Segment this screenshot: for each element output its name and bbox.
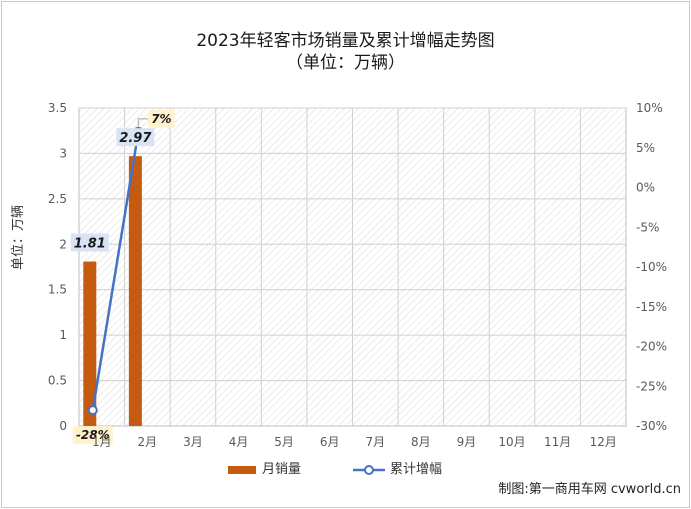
x-axis-tick-label: 2月 — [138, 435, 158, 449]
x-axis-tick-label: 3月 — [183, 435, 203, 449]
line-point — [87, 405, 98, 416]
x-axis-tick-label: 6月 — [320, 435, 340, 449]
bar-data-label: 1.81 — [74, 237, 106, 252]
legend-item-line: 累计增幅 — [352, 458, 442, 477]
right-axis-tick-label: -20% — [636, 340, 667, 354]
left-axis-tick-label: 3 — [59, 146, 67, 160]
legend-item-bars: 月销量 — [228, 458, 301, 477]
left-axis-tick-label: 1 — [59, 328, 67, 342]
legend-label-line: 累计增幅 — [390, 462, 443, 477]
chart-title: 2023年轻客市场销量及累计增幅走势图 — [196, 31, 495, 51]
legend-swatch-bars — [228, 465, 256, 474]
line-data-label: -28% — [76, 428, 110, 442]
right-axis-tick-label: -30% — [636, 419, 667, 433]
bar-data-label-box — [70, 233, 109, 252]
x-axis-tick-label: 4月 — [229, 435, 249, 449]
x-axis-tick-label: 10月 — [498, 435, 525, 449]
legend-swatch-line — [353, 464, 385, 475]
left-axis-tick-label: 2 — [59, 237, 67, 251]
line-data-label-box — [148, 109, 175, 128]
x-axis-tick-label: 11月 — [544, 435, 571, 449]
left-axis-tick-label: 3.5 — [48, 101, 67, 115]
left-axis-tick-label: 0 — [59, 419, 67, 433]
line-data-label: 7% — [151, 112, 171, 126]
x-axis-tick-label: 5月 — [274, 435, 294, 449]
right-axis-tick-label: 10% — [636, 101, 663, 115]
line-series — [91, 131, 140, 411]
right-axis-tick-label: 5% — [636, 141, 655, 155]
chart-subtitle: （单位：万辆） — [286, 53, 405, 73]
x-axis-tick-label: 12月 — [590, 435, 617, 449]
right-axis-tick-label: -25% — [636, 379, 667, 393]
right-axis-tick-label: -15% — [636, 300, 667, 314]
line-label-leader — [137, 118, 149, 127]
right-axis-tick-label: -5% — [636, 220, 659, 234]
legend-label-bars: 月销量 — [262, 462, 302, 477]
bar — [128, 156, 142, 426]
x-axis-tick-label: 9月 — [457, 435, 477, 449]
x-axis-tick-label: 7月 — [365, 435, 385, 449]
x-axis-tick-label: 8月 — [411, 435, 431, 449]
right-axis-tick-label: -10% — [636, 260, 667, 274]
right-axis-tick-label: 0% — [636, 181, 655, 195]
bar — [83, 261, 97, 426]
left-axis-tick-label: 2.5 — [48, 192, 67, 206]
bar-data-label: 2.97 — [119, 131, 152, 146]
left-axis-tick-label: 0.5 — [48, 374, 67, 388]
line-data-label-box — [72, 426, 113, 445]
left-axis-label: 单位：万辆 — [11, 204, 26, 270]
left-axis-tick-label: 1.5 — [48, 283, 67, 297]
chart-credit: 制图:第一商用车网 cvworld.cn — [498, 482, 681, 497]
bar-data-label-box — [116, 128, 155, 147]
x-axis-tick-label: 1月 — [92, 435, 112, 449]
